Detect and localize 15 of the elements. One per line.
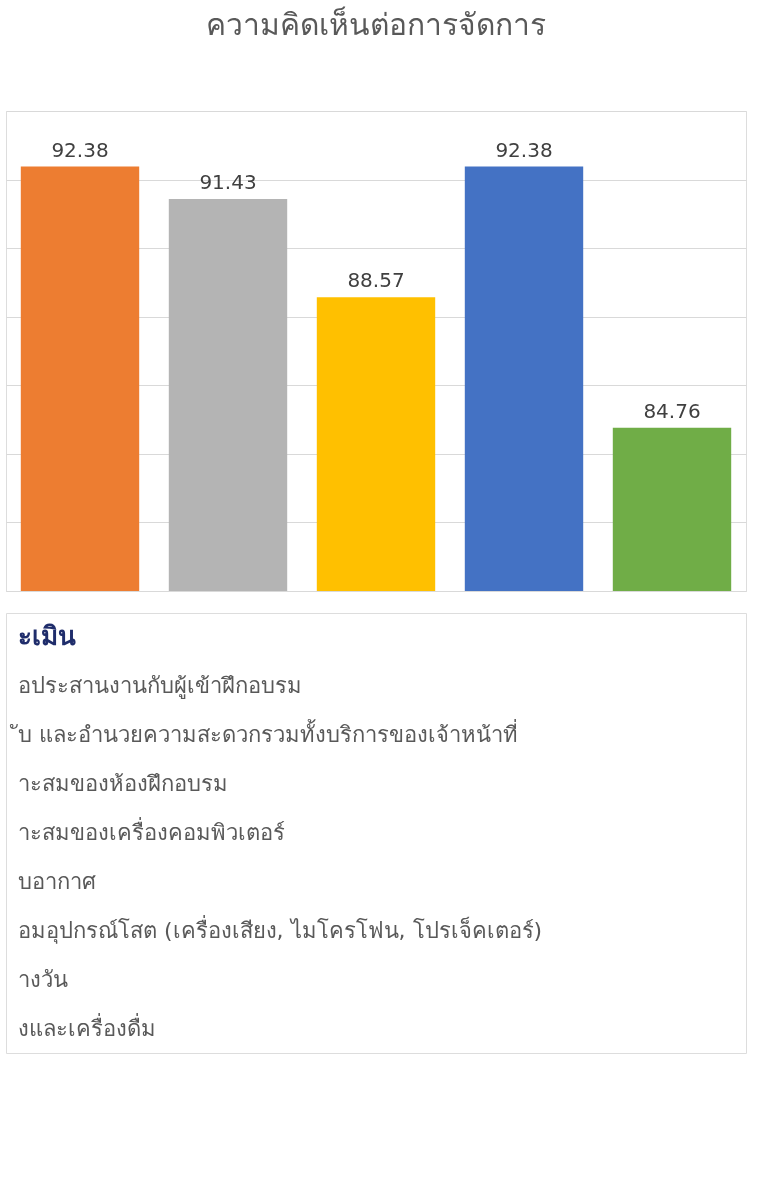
data-label: 91.43 bbox=[199, 170, 257, 195]
data-label: 88.57 bbox=[347, 268, 405, 293]
text: งและเครื่องดื่ม bbox=[18, 1012, 156, 1041]
text: างวัน bbox=[18, 966, 68, 992]
text: ะเมิน bbox=[18, 621, 76, 652]
text: บอากาศ bbox=[18, 868, 96, 894]
data-label: 84.76 bbox=[643, 398, 701, 423]
text: าะสมของเครื่องคอมพิวเตอร์ bbox=[18, 817, 285, 845]
data-label: 92.38 bbox=[51, 137, 109, 162]
text: อมอุปกรณ์โสต (เครื่องเสียง, ไมโครโฟน, โปรเจ็คเตอร์) bbox=[18, 914, 543, 944]
text: าะสมของห้องฝึกอบรม bbox=[18, 771, 228, 797]
chart-title: ความคิดเห็นต่อการจัดการ bbox=[206, 6, 546, 42]
text: อประสานงานกับผู้เข้าฝึกอบรม bbox=[18, 673, 302, 700]
text: ับ และอำนวยความสะดวกรวมทั้งบริการของเจ้าหน้าที่ bbox=[9, 719, 518, 748]
data-label: 92.38 bbox=[495, 137, 553, 162]
